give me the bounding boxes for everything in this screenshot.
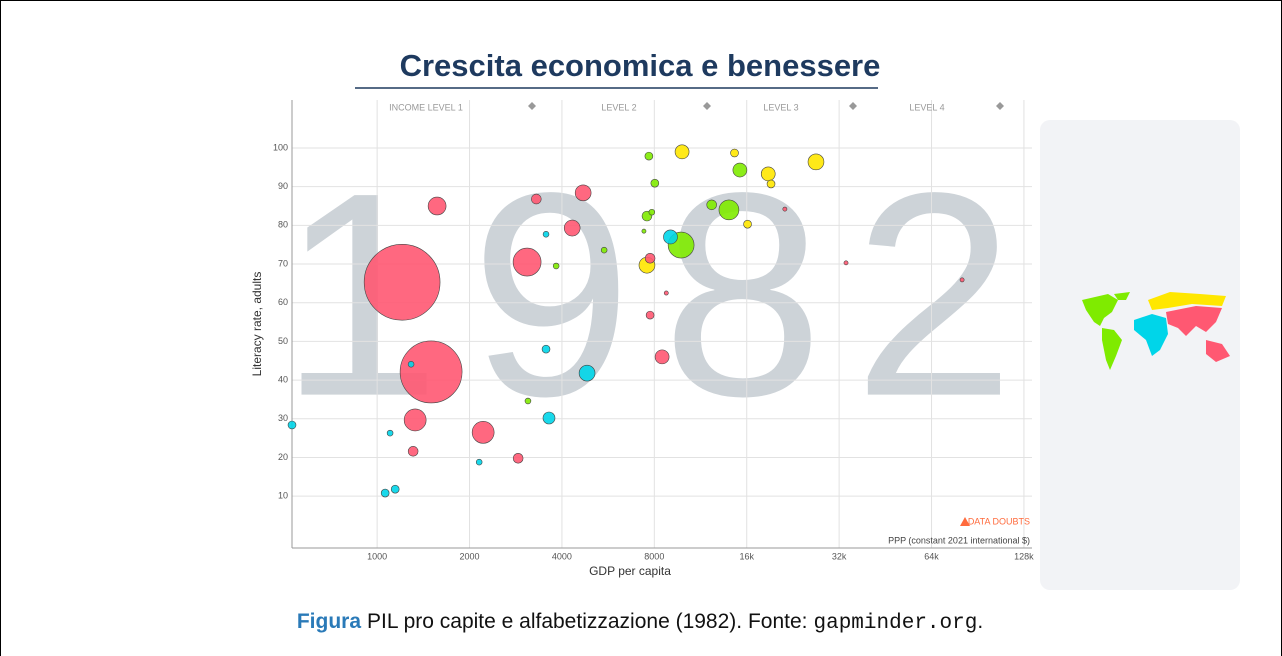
x-tick-label: 32k bbox=[832, 551, 847, 561]
x-tick-label: 8000 bbox=[644, 551, 664, 561]
seal-watermark bbox=[1040, 120, 1240, 590]
bubble bbox=[427, 196, 447, 216]
bubble bbox=[782, 206, 788, 212]
y-tick-label: 80 bbox=[278, 220, 288, 230]
bubble bbox=[645, 310, 655, 320]
y-tick-label: 20 bbox=[278, 452, 288, 462]
y-tick-label: 50 bbox=[278, 336, 288, 346]
bubble bbox=[403, 408, 427, 432]
y-tick-label: 70 bbox=[278, 258, 288, 268]
bubble bbox=[807, 153, 825, 171]
bubble bbox=[663, 229, 678, 245]
bubble bbox=[390, 484, 400, 494]
bubble bbox=[674, 144, 690, 160]
caption-end: . bbox=[977, 610, 983, 633]
bubble bbox=[654, 349, 670, 365]
bubble bbox=[524, 397, 532, 405]
caption-text: PIL pro capite e alfabetizzazione (1982)… bbox=[367, 610, 808, 633]
bubble bbox=[641, 228, 647, 234]
bubble bbox=[287, 420, 297, 430]
y-tick-label: 60 bbox=[278, 297, 288, 307]
x-unit-note: PPP (constant 2021 international $) bbox=[888, 535, 1030, 545]
bubble bbox=[563, 219, 581, 237]
income-level-handle bbox=[703, 102, 711, 110]
bubble bbox=[512, 247, 542, 277]
income-level-label: INCOME LEVEL 1 bbox=[389, 102, 463, 112]
bubble bbox=[730, 148, 739, 158]
bubble bbox=[542, 231, 550, 238]
income-level-label: LEVEL 3 bbox=[763, 102, 798, 112]
bubble bbox=[650, 178, 660, 188]
y-tick-label: 10 bbox=[278, 491, 288, 501]
y-tick-label: 40 bbox=[278, 374, 288, 384]
bubble bbox=[578, 364, 596, 382]
bubble bbox=[552, 262, 560, 270]
bubble bbox=[380, 488, 390, 498]
bubble bbox=[512, 452, 524, 464]
bubble bbox=[760, 166, 776, 182]
bubble bbox=[644, 151, 654, 161]
bubble bbox=[766, 179, 776, 189]
x-axis-label: GDP per capita bbox=[589, 564, 671, 578]
bubble bbox=[471, 421, 495, 444]
bubble bbox=[399, 340, 463, 404]
income-level-label: LEVEL 4 bbox=[909, 102, 944, 112]
bubble bbox=[843, 260, 849, 266]
region-map bbox=[1082, 292, 1230, 370]
income-level-label: LEVEL 2 bbox=[601, 102, 636, 112]
x-tick-label: 128k bbox=[1014, 551, 1034, 561]
data-doubts[interactable]: DATA DOUBTS bbox=[968, 516, 1030, 526]
caption-source: gapminder.org bbox=[814, 612, 978, 635]
x-tick-label: 64k bbox=[924, 551, 939, 561]
warning-icon bbox=[960, 517, 970, 526]
bubble bbox=[542, 411, 556, 425]
bubble bbox=[475, 458, 483, 466]
bubble bbox=[574, 184, 592, 202]
bubble bbox=[648, 208, 656, 216]
y-axis-label: Literacy rate, adults bbox=[250, 272, 264, 377]
bubble bbox=[407, 446, 419, 457]
x-tick-label: 2000 bbox=[460, 551, 480, 561]
income-level-handle bbox=[996, 102, 1004, 110]
bubble bbox=[959, 277, 965, 283]
slide-title: Crescita economica e benessere bbox=[400, 48, 881, 83]
y-tick-label: 30 bbox=[278, 413, 288, 423]
bubble bbox=[732, 162, 748, 178]
bubble bbox=[407, 360, 415, 368]
x-tick-label: 16k bbox=[739, 551, 754, 561]
x-tick-label: 1000 bbox=[367, 551, 387, 561]
bubble bbox=[363, 243, 441, 321]
bubble bbox=[718, 199, 740, 221]
bubble bbox=[706, 199, 717, 211]
bubble bbox=[743, 219, 752, 229]
income-level-handle bbox=[849, 102, 857, 110]
bubble bbox=[663, 290, 669, 296]
caption-label: Figura bbox=[297, 610, 361, 633]
income-level-handle bbox=[528, 102, 536, 110]
y-tick-label: 90 bbox=[278, 181, 288, 191]
bubble bbox=[531, 193, 542, 205]
y-tick-label: 100 bbox=[273, 142, 288, 152]
x-tick-label: 4000 bbox=[552, 551, 572, 561]
bubble bbox=[600, 246, 608, 254]
caption: Figura PIL pro capite e alfabetizzazione … bbox=[297, 610, 983, 635]
bubble bbox=[386, 429, 394, 437]
bubble bbox=[644, 252, 656, 264]
bubble bbox=[541, 344, 551, 354]
